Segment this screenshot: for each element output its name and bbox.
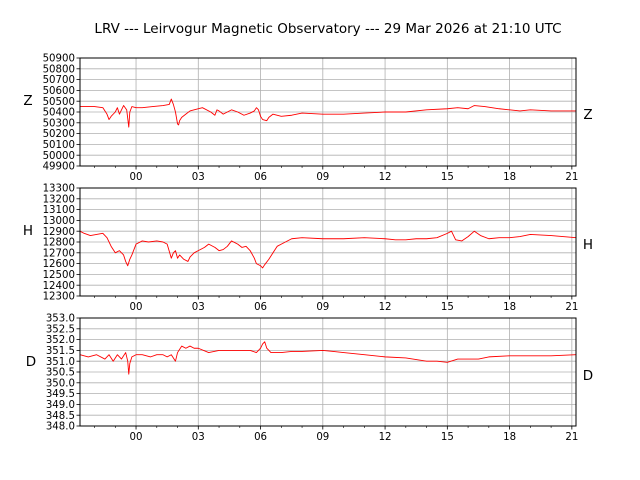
ytick-label-h-7: 13000	[43, 216, 75, 227]
xtick-label-h-7: 21	[565, 302, 578, 313]
ytick-label-h-1: 12400	[43, 281, 75, 292]
xtick-label-z-5: 15	[441, 172, 454, 183]
xtick-label-h-2: 06	[254, 302, 267, 313]
xtick-label-z-2: 06	[254, 172, 267, 183]
xtick-label-h-4: 12	[379, 302, 392, 313]
ytick-label-d-10: 353.0	[46, 314, 75, 325]
panel-z: 4990050000501005020050300504005050050600…	[23, 54, 592, 183]
chart-title: LRV --- Leirvogur Magnetic Observatory -…	[94, 21, 561, 37]
ytick-label-z-8: 50700	[43, 75, 75, 86]
xtick-label-z-3: 09	[316, 172, 329, 183]
xtick-label-z-1: 03	[192, 172, 205, 183]
ytick-label-d-4: 350.0	[46, 378, 75, 389]
ytick-label-z-7: 50600	[43, 86, 75, 97]
ytick-label-z-0: 49900	[43, 162, 75, 173]
ytick-label-h-5: 12800	[43, 238, 75, 249]
ytick-label-d-6: 351.0	[46, 357, 75, 368]
right-label-h: H	[583, 237, 593, 253]
ytick-label-z-3: 50200	[43, 129, 75, 140]
panels-group: 4990050000501005020050300504005050050600…	[23, 54, 593, 443]
right-label-d: D	[583, 368, 593, 384]
series-line-d	[79, 341, 577, 375]
ytick-label-z-6: 50500	[43, 97, 75, 108]
xtick-label-z-6: 18	[503, 172, 516, 183]
ytick-label-d-8: 352.0	[46, 335, 75, 346]
ytick-label-h-3: 12600	[43, 259, 75, 270]
xtick-label-z-7: 21	[565, 172, 578, 183]
ytick-label-d-9: 352.5	[46, 324, 75, 335]
ytick-label-d-7: 351.5	[46, 346, 75, 357]
xtick-label-d-0: 00	[130, 432, 143, 443]
xtick-label-d-5: 15	[441, 432, 454, 443]
series-line-h	[79, 230, 577, 269]
ytick-label-d-1: 348.5	[46, 411, 75, 422]
ytick-label-d-2: 349.0	[46, 400, 75, 411]
panel-d: 348.0348.5349.0349.5350.0350.5351.0351.5…	[26, 314, 593, 443]
ytick-label-d-5: 350.5	[46, 368, 75, 379]
xtick-label-d-6: 18	[503, 432, 516, 443]
xtick-label-h-6: 18	[503, 302, 516, 313]
xtick-label-h-0: 00	[130, 302, 143, 313]
ytick-label-d-3: 349.5	[46, 389, 75, 400]
xtick-label-h-1: 03	[192, 302, 205, 313]
left-label-d: D	[26, 354, 36, 370]
left-label-h: H	[23, 223, 33, 239]
series-line-z	[80, 98, 576, 128]
ytick-label-z-4: 50300	[43, 118, 75, 129]
ytick-label-h-0: 12300	[43, 292, 75, 303]
ytick-label-z-10: 50900	[43, 54, 75, 65]
right-label-z: Z	[583, 107, 592, 123]
panel-h: 1230012400125001260012700128001290013000…	[23, 184, 593, 313]
xtick-label-h-5: 15	[441, 302, 454, 313]
ytick-label-z-5: 50400	[43, 108, 75, 119]
ytick-label-h-4: 12700	[43, 248, 75, 259]
axes-frame-h	[79, 187, 577, 297]
xtick-label-d-3: 09	[316, 432, 329, 443]
xtick-label-d-2: 06	[254, 432, 267, 443]
axes-frame-z	[79, 57, 577, 167]
ytick-label-h-8: 13100	[43, 205, 75, 216]
ytick-label-d-0: 348.0	[46, 422, 75, 433]
ytick-label-h-2: 12500	[43, 270, 75, 281]
xtick-label-z-0: 00	[130, 172, 143, 183]
xtick-label-d-4: 12	[379, 432, 392, 443]
ytick-label-z-9: 50800	[43, 64, 75, 75]
axes-frame-d	[79, 317, 577, 427]
xtick-label-d-1: 03	[192, 432, 205, 443]
ytick-label-z-1: 50000	[43, 151, 75, 162]
ytick-label-z-2: 50100	[43, 140, 75, 151]
ytick-label-h-9: 13200	[43, 194, 75, 205]
ytick-label-h-6: 12900	[43, 227, 75, 238]
xtick-label-h-3: 09	[316, 302, 329, 313]
ytick-label-h-10: 13300	[43, 184, 75, 195]
xtick-label-z-4: 12	[379, 172, 392, 183]
xtick-label-d-7: 21	[565, 432, 578, 443]
left-label-z: Z	[23, 93, 32, 109]
